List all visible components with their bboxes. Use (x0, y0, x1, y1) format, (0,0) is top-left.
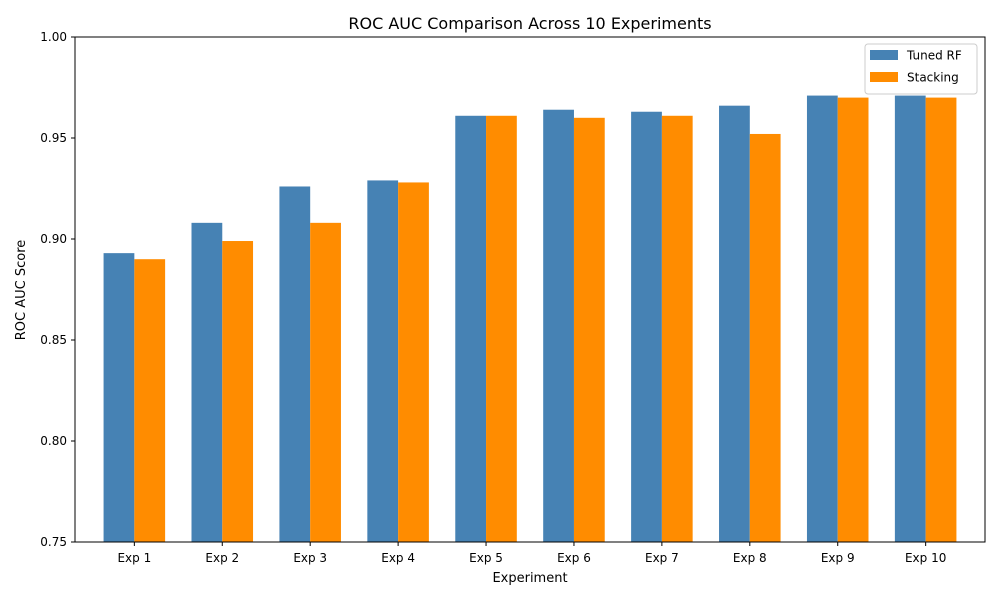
bar-tuned-rf-3 (279, 186, 311, 543)
bar-stacking-6 (573, 117, 605, 543)
plot-frame (74, 36, 986, 543)
bar-stacking-4 (398, 182, 429, 542)
bar-stacking-10 (925, 97, 957, 542)
bar-tuned-rf-2 (191, 222, 223, 542)
y-axis-label: ROC AUC Score (14, 240, 29, 341)
chart-title: ROC AUC Comparison Across 10 Experiments (348, 14, 711, 33)
y-tick-label: 0.85 (40, 333, 67, 347)
bar-stacking-9 (837, 97, 869, 542)
bar-stacking-3 (310, 222, 341, 542)
y-tick-label: 0.90 (40, 232, 67, 246)
bar-tuned-rf-4 (367, 180, 399, 543)
x-tick-label: Exp 1 (117, 551, 151, 565)
legend: Tuned RF Stacking (864, 43, 978, 95)
bar-tuned-rf-5 (455, 115, 487, 542)
bar-tuned-rf-1 (103, 253, 135, 542)
bar-stacking-1 (134, 259, 166, 542)
axes-layer: 0.75 0.80 0.85 0.90 0.95 1.00 Exp 1 Exp 2 Exp 3 E… (40, 30, 986, 565)
x-axis-label: Experiment (492, 571, 567, 586)
bar-tuned-rf-9 (806, 95, 838, 542)
x-tick-label: Exp 5 (469, 551, 503, 565)
x-tick-label: Exp 2 (205, 551, 239, 565)
legend-swatch-tuned-rf (870, 50, 898, 60)
y-tick-label: 0.80 (40, 434, 67, 448)
y-tick-label: 0.95 (40, 131, 67, 145)
x-tick-label: Exp 4 (381, 551, 415, 565)
bar-tuned-rf-7 (631, 111, 662, 543)
bar-tuned-rf-10 (894, 95, 926, 542)
x-tick-label: Exp 7 (645, 551, 679, 565)
x-tick-label: Exp 6 (557, 551, 591, 565)
bar-stacking-8 (749, 133, 781, 542)
bar-stacking-7 (661, 115, 693, 542)
legend-swatch-stacking (870, 72, 898, 82)
bar-tuned-rf-8 (719, 105, 750, 543)
bar-tuned-rf-6 (543, 109, 574, 542)
bar-stacking-5 (486, 115, 517, 542)
legend-label-stacking: Stacking (907, 71, 959, 85)
y-tick-label: 0.75 (40, 535, 67, 549)
x-tick-label: Exp 9 (821, 551, 855, 565)
bars-layer (103, 95, 957, 543)
y-tick-label: 1.00 (40, 30, 67, 44)
bar-stacking-2 (222, 241, 254, 542)
x-tick-label: Exp 3 (293, 551, 327, 565)
x-tick-label: Exp 10 (905, 551, 946, 565)
x-tick-label: Exp 8 (733, 551, 767, 565)
legend-label-tuned-rf: Tuned RF (906, 49, 962, 63)
